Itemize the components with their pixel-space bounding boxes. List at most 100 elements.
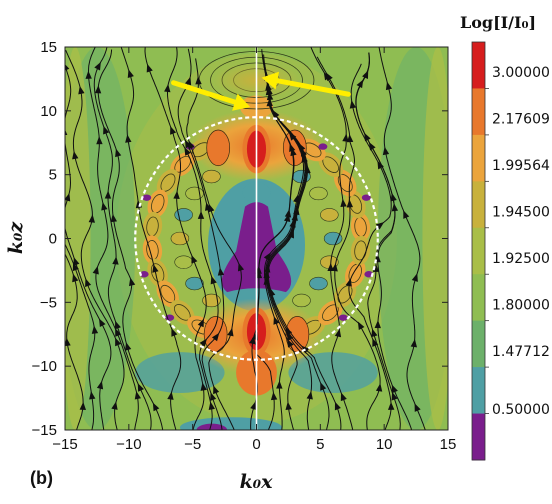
colorbar: 3.00000 2.17609 1.99564 1.94500 1.92500 1.800… bbox=[471, 41, 550, 461]
streamline-arrowhead bbox=[73, 257, 80, 266]
streamlines bbox=[65, 47, 426, 430]
streamline-arrowhead bbox=[110, 213, 117, 223]
streamline-arrowhead bbox=[237, 262, 245, 272]
streamline-arrowhead bbox=[276, 380, 283, 389]
streamline-arrowhead bbox=[284, 209, 292, 218]
colorbar-segment bbox=[472, 413, 485, 461]
streamline-arrowhead bbox=[91, 325, 99, 334]
colorbar-frame bbox=[471, 41, 486, 461]
streamline-arrowhead bbox=[306, 391, 313, 400]
inner-ring-spot bbox=[202, 169, 221, 184]
streamline-arrowhead bbox=[171, 328, 178, 337]
inner-ring-spot bbox=[292, 293, 311, 308]
streamline-arrowhead bbox=[89, 391, 96, 400]
streamline-arrowhead bbox=[65, 192, 71, 202]
streamline-arrowhead bbox=[164, 83, 171, 93]
streamline bbox=[254, 54, 294, 430]
streamline-arrowhead bbox=[96, 136, 103, 145]
streamline-arrowhead bbox=[65, 62, 70, 72]
x-tick-label: −15 bbox=[52, 436, 77, 453]
streamline-arrowhead bbox=[134, 391, 142, 400]
x-axis-label: k₀x bbox=[240, 471, 273, 493]
streamline-arrowhead bbox=[364, 132, 371, 142]
streamline-arrowhead bbox=[65, 337, 71, 347]
colorbar-segment bbox=[472, 42, 485, 89]
streamline-arrowhead bbox=[85, 70, 92, 79]
streamline-arrowhead bbox=[185, 76, 192, 86]
streamline-arrowhead bbox=[410, 339, 418, 348]
streamline-arrowhead bbox=[272, 109, 280, 119]
streamline-arrowhead bbox=[362, 70, 369, 79]
streamline-arrowhead bbox=[273, 316, 280, 325]
streamline-arrowhead bbox=[127, 69, 134, 78]
streamline-arrowhead bbox=[304, 165, 311, 174]
inner-ring-spot bbox=[320, 208, 339, 222]
streamline-arrowhead bbox=[325, 72, 333, 82]
streamline-arrowhead bbox=[227, 327, 234, 337]
band-left-edge bbox=[65, 47, 91, 430]
colorbar-label: 1.99564 bbox=[492, 158, 550, 174]
streamline bbox=[120, 47, 182, 430]
bottom-min-spot bbox=[196, 423, 228, 430]
streamline-arrowhead bbox=[94, 85, 102, 94]
x-tick-label: −5 bbox=[184, 436, 201, 453]
low-region-se bbox=[288, 352, 378, 393]
streamline-arrowhead bbox=[79, 401, 87, 411]
streamline-arrowhead bbox=[356, 79, 364, 89]
inner-ring-spot bbox=[170, 231, 190, 246]
streamline-arrowhead bbox=[285, 401, 292, 410]
x-tick-label: 15 bbox=[440, 436, 457, 453]
ring-min-dot bbox=[338, 314, 348, 321]
colorbar-label: 3.00000 bbox=[492, 65, 550, 81]
inner-ring-spot bbox=[309, 276, 328, 291]
streamline-arrowhead bbox=[96, 380, 104, 390]
streamline bbox=[378, 47, 426, 430]
inner-ring-spot bbox=[185, 276, 204, 291]
streamline-arrowhead bbox=[85, 278, 92, 288]
streamline-arrowhead bbox=[414, 403, 421, 412]
inner-ring-spot bbox=[323, 231, 343, 246]
streamline bbox=[186, 58, 242, 430]
streamline-arrowhead bbox=[345, 278, 352, 287]
colorbar-segment bbox=[472, 274, 485, 322]
inner-ring-spot bbox=[309, 186, 328, 201]
streamline-arrowhead bbox=[346, 199, 354, 208]
streamline-arrowhead bbox=[346, 134, 354, 143]
y-tick-label: −15 bbox=[32, 422, 57, 439]
streamline-arrowhead bbox=[125, 134, 132, 143]
streamline-arrowhead bbox=[197, 210, 205, 219]
streamline-arrowhead bbox=[208, 401, 215, 411]
y-tick-label: 15 bbox=[40, 39, 57, 56]
streamline-arrowhead bbox=[391, 384, 398, 394]
streamline-arrowhead bbox=[385, 81, 393, 91]
colorbar-segment bbox=[472, 134, 485, 182]
streamline-arrowhead bbox=[289, 143, 296, 152]
colorbar-segment bbox=[472, 367, 485, 415]
streamline-arrowhead bbox=[99, 318, 106, 328]
streamline-arrowhead bbox=[112, 256, 119, 265]
colorbar-segment bbox=[472, 181, 485, 229]
streamline-arrowhead bbox=[217, 267, 225, 276]
x-tick-label: 10 bbox=[376, 436, 393, 453]
x-axis-ticks: −15 −10 −5 0 5 10 15 bbox=[52, 47, 456, 453]
streamline bbox=[265, 72, 342, 430]
streamline-arrowhead bbox=[287, 229, 294, 239]
streamline-arrowhead bbox=[129, 277, 136, 287]
streamline-arrowhead bbox=[152, 402, 160, 412]
streamline-arrowhead bbox=[340, 392, 347, 402]
streamline-arrowhead bbox=[340, 198, 347, 208]
streamline-arrowhead bbox=[200, 382, 207, 391]
streamline-arrowhead bbox=[382, 146, 390, 156]
streamline bbox=[310, 47, 354, 430]
streamline-arrowhead bbox=[111, 401, 118, 410]
streamline-arrowhead bbox=[210, 392, 217, 401]
streamline-arrowhead bbox=[72, 273, 79, 283]
x-tick-label: 0 bbox=[252, 436, 260, 453]
y-tick-label: −5 bbox=[40, 294, 57, 311]
streamline-arrowhead bbox=[101, 202, 108, 211]
side-lobe bbox=[282, 129, 307, 167]
streamline-arrowhead bbox=[170, 126, 177, 135]
colorbar-title: Log[I/I₀] bbox=[460, 13, 536, 32]
streamline bbox=[167, 47, 219, 430]
